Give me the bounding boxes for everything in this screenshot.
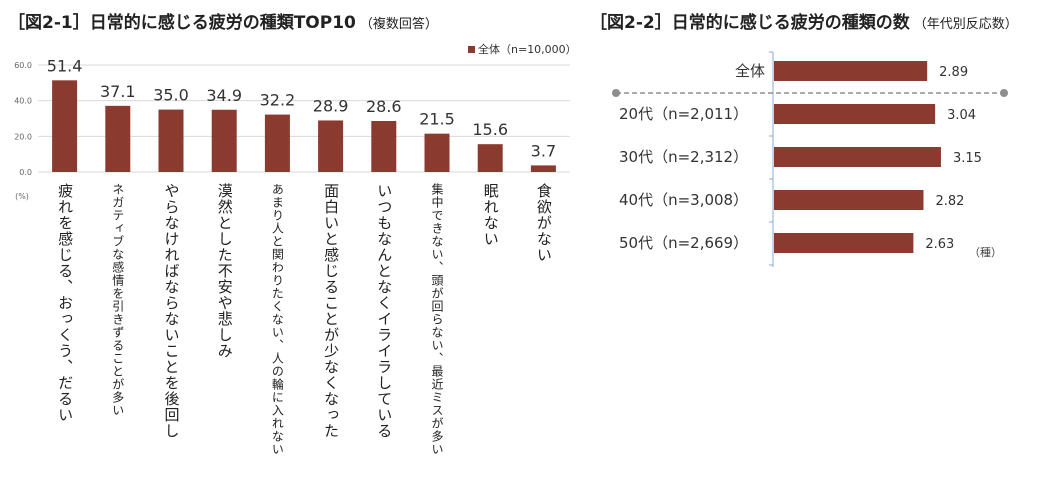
chart1-category-label: 眠れない — [481, 183, 500, 247]
chart1-ytick-label: 20.0 — [14, 132, 32, 141]
chart2-bar — [774, 104, 936, 124]
chart1-value-label: 28.9 — [313, 96, 349, 115]
chart2-bar — [774, 61, 928, 81]
chart2-title-text: ［図2-2］日常的に感じる疲労の種類の数 — [590, 13, 910, 33]
chart1-bar — [371, 120, 397, 172]
chart2-value-label: 2.89 — [939, 65, 968, 80]
chart1-value-label: 51.4 — [47, 56, 83, 75]
chart1-value-label: 15.6 — [472, 120, 508, 139]
chart1-category-label: ネガティブな感情を引きずることが多い — [110, 183, 125, 417]
chart1-svg: 0.0 20.0 40.0 60.0 (%) 全体（n=10,000） 51.4 37.1 35… — [14, 42, 577, 201]
chart1-bar — [477, 144, 503, 172]
chart2-bar — [774, 190, 924, 210]
chart2-title: ［図2-2］日常的に感じる疲労の種類の数 （年代別反応数） — [590, 8, 1018, 33]
chart1-title: ［図2-1］日常的に感じる疲労の種類TOP10 （複数回答） — [8, 8, 438, 33]
chart1-value-label: 32.2 — [260, 91, 296, 110]
chart2-category-label: 全体 — [735, 62, 765, 80]
chart2-category-label: 40代（n=3,008） — [619, 191, 748, 209]
chart2-value-label: 3.15 — [953, 151, 982, 166]
chart1-bar — [424, 133, 450, 172]
chart1-title-text: ［図2-1］日常的に感じる疲労の種類TOP10 — [8, 13, 356, 33]
chart2-value-label: 3.04 — [947, 108, 976, 123]
chart1-value-label: 28.6 — [366, 97, 402, 116]
chart1-bar — [211, 109, 237, 172]
chart1-subtitle: （複数回答） — [359, 17, 438, 32]
chart1-value-label: 37.1 — [100, 82, 136, 101]
chart2-category-label: 20代（n=2,011） — [619, 105, 748, 123]
chart1-category-label: 面白いと感じることが少なくなった — [322, 183, 341, 439]
chart2-divider-dot — [612, 89, 620, 97]
chart1-value-label: 35.0 — [153, 86, 189, 105]
chart1-value-label: 34.9 — [206, 86, 242, 105]
chart1-bar — [264, 114, 290, 172]
chart1-bar — [318, 120, 344, 172]
chart1-category-label: 漠然とした不安や悲しみ — [215, 183, 234, 359]
chart1-bar — [530, 165, 556, 172]
chart1-bar — [105, 105, 131, 172]
chart2-unit-label: （種） — [969, 245, 1002, 259]
chart1-unit-label: (%) — [15, 192, 29, 201]
chart1-value-label: 21.5 — [419, 110, 455, 129]
chart2-value-label: 2.63 — [925, 237, 954, 252]
chart1-bar — [52, 80, 78, 172]
chart2-bar — [774, 147, 941, 167]
chart2-category-label: 30代（n=2,312） — [619, 148, 748, 166]
chart1-category-label: あまり人と関わりたくない、人の輪に入れない — [270, 183, 285, 456]
chart1-ytick-label: 40.0 — [14, 97, 32, 106]
chart1-bar — [158, 109, 184, 172]
chart2-divider-dot — [1000, 89, 1008, 97]
chart1-ytick-label: 0.0 — [19, 168, 32, 177]
chart1-category-label: 食欲がない — [534, 183, 553, 263]
chart1-category-label: いつもなんとなくイライラしている — [375, 183, 394, 439]
chart2-subtitle: （年代別反応数） — [913, 17, 1018, 32]
chart1-legend-label: 全体（n=10,000） — [478, 42, 577, 56]
chart2-category-label: 50代（n=2,669） — [619, 234, 748, 252]
chart1-category-label: 集中できない、頭が回らない、最近ミスが多い — [430, 183, 444, 456]
chart1-ytick-label: 60.0 — [14, 61, 32, 70]
chart2-bar — [774, 233, 914, 253]
chart1-category-label: やらなければならないことを後回し — [162, 183, 181, 439]
chart1-category-label: 疲れを感じる、おっくう、だるい — [56, 183, 75, 423]
chart1-legend-swatch — [468, 46, 475, 53]
chart1-value-label: 3.7 — [531, 141, 556, 160]
chart2-value-label: 2.82 — [935, 194, 964, 209]
